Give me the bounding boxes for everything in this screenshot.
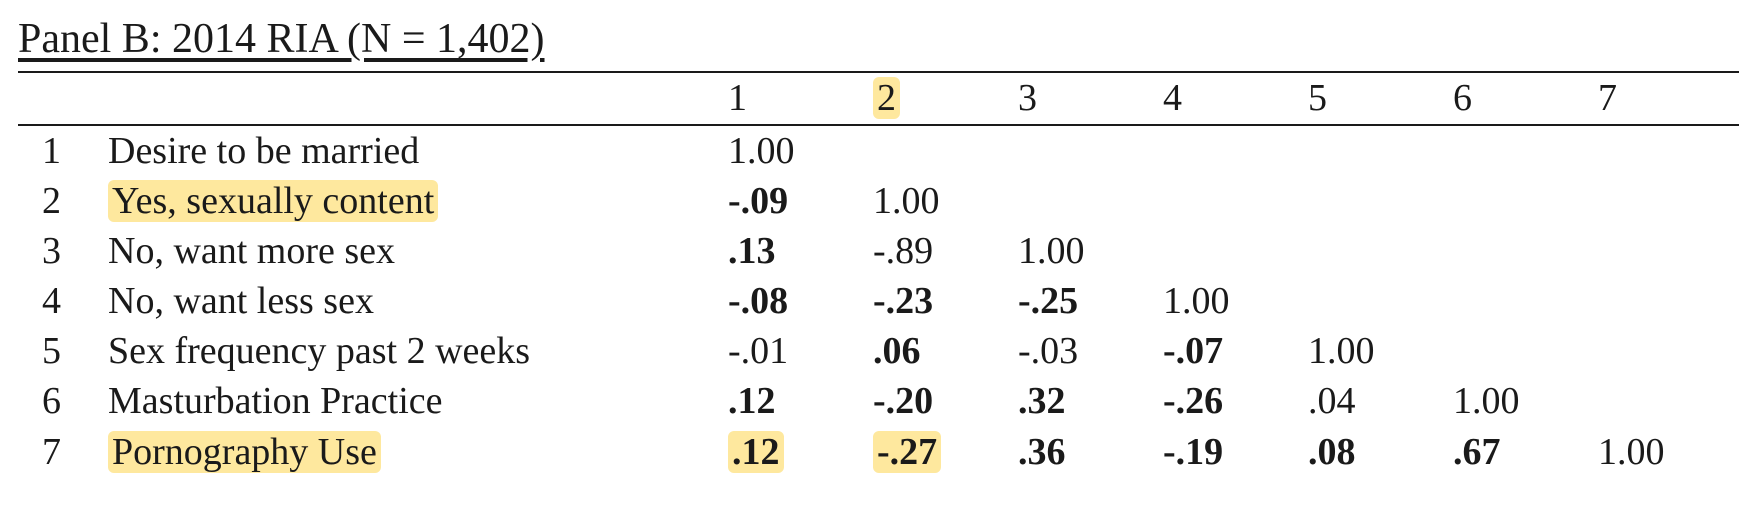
col-head-2: 2 [873, 72, 1018, 124]
row-number: 3 [18, 226, 108, 276]
cell [1598, 326, 1739, 376]
col-head-3: 3 [1018, 72, 1163, 124]
row-number: 4 [18, 276, 108, 326]
cell: -.20 [873, 376, 1018, 426]
cell: 1.00 [873, 176, 1018, 226]
table-row: 2Yes, sexually content-.091.00 [18, 176, 1739, 226]
cell: -.25 [1018, 276, 1163, 326]
cell: -.23 [873, 276, 1018, 326]
cell: 1.00 [1308, 326, 1453, 376]
row-label: Yes, sexually content [108, 176, 728, 226]
cell [873, 125, 1018, 176]
row-number: 6 [18, 376, 108, 426]
cell: .08 [1308, 427, 1453, 477]
cell: .13 [728, 226, 873, 276]
cell [1308, 176, 1453, 226]
cell: -.03 [1018, 326, 1163, 376]
panel-b-table: Panel B: 2014 RIA (N = 1,402) 1 2 3 4 5 … [0, 0, 1739, 495]
row-number: 5 [18, 326, 108, 376]
cell: .32 [1018, 376, 1163, 426]
cell: -.27 [873, 427, 1018, 477]
cell: 1.00 [1163, 276, 1308, 326]
col-head-4: 4 [1163, 72, 1308, 124]
cell [1308, 226, 1453, 276]
cell: -.89 [873, 226, 1018, 276]
cell: -.07 [1163, 326, 1308, 376]
table-row: 1Desire to be married1.00 [18, 125, 1739, 176]
table-row: 6Masturbation Practice.12-.20.32-.26.041… [18, 376, 1739, 426]
cell: 1.00 [1018, 226, 1163, 276]
cell [1308, 276, 1453, 326]
cell [1453, 226, 1598, 276]
cell: .12 [728, 376, 873, 426]
row-label: Sex frequency past 2 weeks [108, 326, 728, 376]
row-number: 2 [18, 176, 108, 226]
col-head-5: 5 [1308, 72, 1453, 124]
table-row: 4No, want less sex-.08-.23-.251.00 [18, 276, 1739, 326]
cell [1453, 326, 1598, 376]
panel-title: Panel B: 2014 RIA (N = 1,402) [18, 12, 1721, 71]
cell: .36 [1018, 427, 1163, 477]
cell [1598, 176, 1739, 226]
cell: .67 [1453, 427, 1598, 477]
cell [1598, 276, 1739, 326]
row-number: 1 [18, 125, 108, 176]
table-row: 3No, want more sex.13-.891.00 [18, 226, 1739, 276]
cell [1308, 125, 1453, 176]
table-row: 7Pornography Use.12-.27.36-.19.08.671.00 [18, 427, 1739, 477]
row-label: Desire to be married [108, 125, 728, 176]
cell [1163, 226, 1308, 276]
cell: 1.00 [1598, 427, 1739, 477]
column-header-row: 1 2 3 4 5 6 7 [18, 72, 1739, 124]
cell [1163, 125, 1308, 176]
col-head-6: 6 [1453, 72, 1598, 124]
row-label: No, want less sex [108, 276, 728, 326]
col-head-7: 7 [1598, 72, 1739, 124]
cell [1018, 176, 1163, 226]
cell [1598, 376, 1739, 426]
cell: -.01 [728, 326, 873, 376]
cell [1163, 176, 1308, 226]
row-label: Pornography Use [108, 427, 728, 477]
cell [1453, 276, 1598, 326]
row-label: Masturbation Practice [108, 376, 728, 426]
cell [1453, 125, 1598, 176]
cell [1018, 125, 1163, 176]
cell: 1.00 [728, 125, 873, 176]
col-head-1: 1 [728, 72, 873, 124]
cell [1598, 125, 1739, 176]
row-label: No, want more sex [108, 226, 728, 276]
cell [1453, 176, 1598, 226]
cell: .06 [873, 326, 1018, 376]
cell: -.26 [1163, 376, 1308, 426]
correlation-table: 1 2 3 4 5 6 7 1Desire to be married1.002… [18, 71, 1739, 476]
table-row: 5Sex frequency past 2 weeks-.01.06-.03-.… [18, 326, 1739, 376]
cell: 1.00 [1453, 376, 1598, 426]
cell: -.08 [728, 276, 873, 326]
cell: -.09 [728, 176, 873, 226]
cell [1598, 226, 1739, 276]
cell: .12 [728, 427, 873, 477]
row-number: 7 [18, 427, 108, 477]
cell: .04 [1308, 376, 1453, 426]
cell: -.19 [1163, 427, 1308, 477]
